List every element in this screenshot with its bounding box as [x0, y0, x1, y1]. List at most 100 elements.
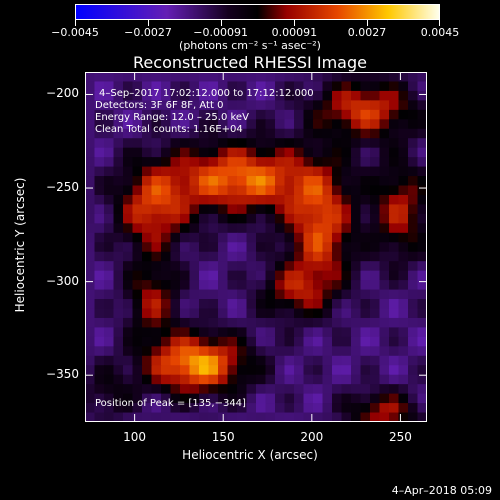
- heatmap-cell: [94, 128, 105, 139]
- heatmap-cell: [275, 185, 286, 196]
- colorbar-gradient: [76, 5, 439, 19]
- heatmap-cell: [379, 81, 390, 92]
- heatmap-cell: [142, 327, 153, 338]
- heatmap-cell: [113, 185, 124, 196]
- heatmap-cell: [322, 412, 333, 422]
- heatmap-cell: [180, 289, 191, 300]
- heatmap-cell: [284, 384, 295, 395]
- heatmap-cell: [180, 138, 191, 149]
- heatmap-cell: [170, 90, 181, 101]
- heatmap-cell: [379, 223, 390, 234]
- heatmap-cell: [408, 393, 419, 404]
- heatmap-cell: [180, 251, 191, 262]
- heatmap-cell: [379, 327, 390, 338]
- heatmap-cell: [379, 166, 390, 177]
- heatmap-cell: [294, 346, 305, 357]
- heatmap-cell: [161, 317, 172, 329]
- heatmap-cell: [113, 128, 124, 139]
- heatmap-cell: [256, 72, 267, 83]
- heatmap-cell: [370, 166, 381, 177]
- heatmap-cell: [170, 299, 181, 310]
- heatmap-cell: [351, 327, 362, 338]
- heatmap-cell: [218, 289, 229, 300]
- heatmap-cell: [113, 223, 124, 234]
- heatmap-cell: [104, 384, 115, 395]
- heatmap-cell: [237, 327, 248, 338]
- heatmap-cell: [94, 355, 105, 366]
- heatmap-cell: [199, 213, 210, 224]
- heatmap-cell: [313, 185, 324, 196]
- heatmap-cell: [389, 223, 400, 234]
- heatmap-cell: [208, 365, 219, 376]
- heatmap-cell: [351, 185, 362, 196]
- heatmap-cell: [256, 317, 267, 329]
- heatmap-cell: [284, 232, 295, 243]
- heatmap-cell: [123, 109, 134, 120]
- heatmap-cell: [313, 403, 324, 414]
- heatmap-cell: [417, 194, 427, 206]
- plot-frame: [85, 72, 427, 422]
- heatmap-cell: [370, 232, 381, 243]
- heatmap-cell: [379, 138, 390, 149]
- heatmap-cell: [370, 336, 381, 347]
- heatmap-cell: [199, 289, 210, 300]
- heatmap-cell: [322, 166, 333, 177]
- heatmap-cell: [227, 157, 238, 168]
- heatmap-cell: [246, 270, 257, 281]
- heatmap-cell: [294, 138, 305, 149]
- heatmap-cell: [113, 232, 124, 243]
- heatmap-cell: [398, 147, 409, 158]
- heatmap-cell: [351, 223, 362, 234]
- heatmap-cell: [379, 393, 390, 404]
- heatmap-cell: [189, 166, 200, 177]
- heatmap-cell: [294, 119, 305, 130]
- heatmap-cell: [398, 232, 409, 243]
- heatmap-cell: [123, 213, 134, 224]
- heatmap-cell: [303, 176, 314, 187]
- heatmap-cell: [332, 138, 343, 149]
- heatmap-cell: [104, 270, 115, 281]
- heatmap-cell: [208, 308, 219, 319]
- heatmap-cell: [313, 90, 324, 101]
- heatmap-cell: [199, 90, 210, 101]
- heatmap-cell: [284, 270, 295, 281]
- heatmap-cell: [313, 355, 324, 366]
- heatmap-cell: [332, 270, 343, 281]
- heatmap-cell: [417, 374, 427, 385]
- heatmap-cell: [94, 242, 105, 253]
- heatmap-cell: [341, 308, 352, 319]
- heatmap-cell: [398, 384, 409, 395]
- heatmap-cell: [313, 308, 324, 319]
- heatmap-cell: [104, 166, 115, 177]
- heatmap-cell: [284, 194, 295, 206]
- heatmap-cell: [341, 412, 352, 422]
- heatmap-cell: [132, 270, 143, 281]
- heatmap-cell: [370, 346, 381, 357]
- heatmap-cell: [170, 213, 181, 224]
- heatmap-cell: [94, 223, 105, 234]
- heatmap-cell: [94, 261, 105, 272]
- heatmap-cell: [113, 90, 124, 101]
- heatmap-cell: [303, 157, 314, 168]
- heatmap-cell: [332, 204, 343, 215]
- heatmap-cell: [313, 346, 324, 357]
- heatmap-cell: [265, 194, 276, 206]
- heatmap-cell: [294, 251, 305, 262]
- heatmap-cell: [132, 251, 143, 262]
- heatmap-cell: [199, 365, 210, 376]
- heatmap-cell: [218, 232, 229, 243]
- colorbar-tick-label: −0.0027: [124, 26, 172, 39]
- heatmap-cell: [199, 336, 210, 347]
- heatmap-cell: [332, 119, 343, 130]
- heatmap-cell: [360, 128, 371, 139]
- heatmap-cell: [389, 393, 400, 404]
- heatmap-cell: [227, 185, 238, 196]
- heatmap-cell: [237, 213, 248, 224]
- heatmap-cell: [379, 299, 390, 310]
- heatmap-cell: [294, 384, 305, 395]
- heatmap-cell: [208, 204, 219, 215]
- heatmap-cell: [132, 166, 143, 177]
- heatmap-cell: [417, 204, 427, 215]
- heatmap-cell: [227, 72, 238, 83]
- heatmap-cell: [256, 280, 267, 291]
